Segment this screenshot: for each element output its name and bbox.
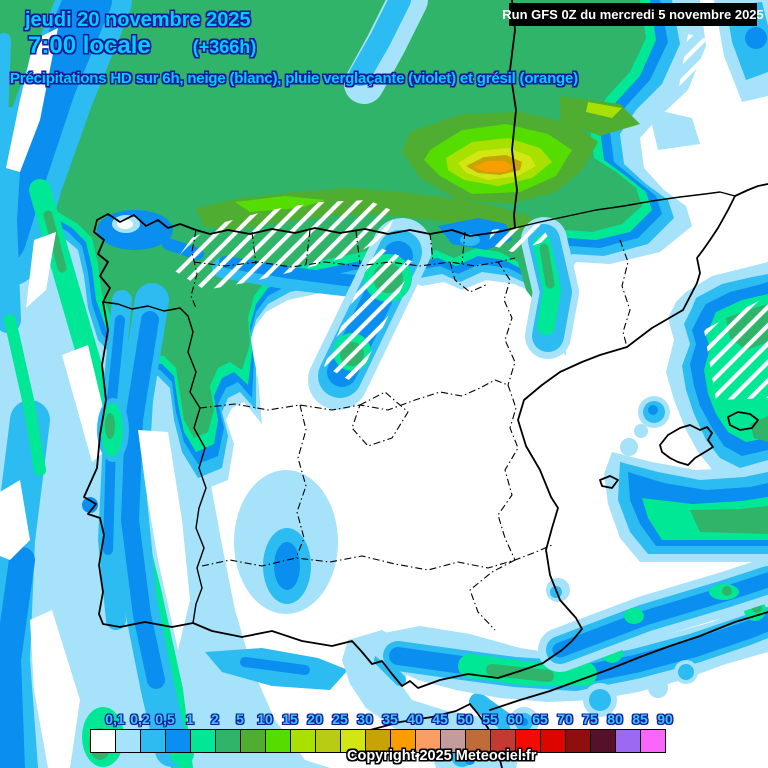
legend-cell	[441, 730, 466, 752]
legend-label: 1	[186, 711, 194, 727]
legend-scale-labels: 0,1 0,2 0,5 1 2 5 10 15 20 25 30 35 40 45 50 55 60 65 70 75…	[0, 711, 768, 727]
snow-hatch-areas	[170, 34, 768, 400]
legend-cell	[191, 730, 216, 752]
model-run-label: Run GFS 0Z du mercredi 5 novembre 2025	[502, 7, 764, 22]
legend-cell	[591, 730, 616, 752]
forecast-time: 7:00 locale (+366h)	[28, 32, 256, 60]
legend-cell	[566, 730, 591, 752]
legend-label: 10	[257, 711, 273, 727]
legend-cell	[466, 730, 491, 752]
legend-label: 80	[607, 711, 623, 727]
legend-cell	[216, 730, 241, 752]
legend-label: 60	[507, 711, 523, 727]
model-run-box: Run GFS 0Z du mercredi 5 novembre 2025	[502, 3, 764, 26]
legend-label: 40	[407, 711, 423, 727]
legend-label: 35	[382, 711, 398, 727]
legend-label: 0,1	[105, 711, 125, 727]
legend-cell	[116, 730, 141, 752]
legend-cell	[166, 730, 191, 752]
legend-label: 50	[457, 711, 473, 727]
legend-label: 0,5	[155, 711, 175, 727]
legend-label: 65	[532, 711, 548, 727]
legend-cell	[291, 730, 316, 752]
legend-cell	[91, 730, 116, 752]
legend-label: 85	[632, 711, 648, 727]
legend-label: 70	[557, 711, 573, 727]
legend-cell	[366, 730, 391, 752]
legend-label: 15	[282, 711, 298, 727]
legend-cell	[316, 730, 341, 752]
mallorca-outline	[659, 424, 714, 466]
forecast-date: jeudi 20 novembre 2025	[25, 9, 251, 31]
legend-scale	[90, 729, 666, 753]
legend-label: 75	[582, 711, 598, 727]
legend-label: 0,2	[130, 711, 150, 727]
map-subtitle: Précipitations HD sur 6h, neige (blanc),…	[10, 70, 578, 87]
legend-cell	[516, 730, 541, 752]
legend-cell	[341, 730, 366, 752]
legend-label: 30	[357, 711, 373, 727]
legend-cell	[141, 730, 166, 752]
ibiza-outline	[599, 475, 619, 489]
forecast-hour-offset: (+366h)	[192, 37, 257, 57]
legend-label: 45	[432, 711, 448, 727]
legend-label: 2	[211, 711, 219, 727]
legend-cell	[541, 730, 566, 752]
forecast-local-time: 7:00 locale	[28, 32, 151, 59]
legend-label: 90	[657, 711, 673, 727]
legend-cell	[241, 730, 266, 752]
legend-cell	[416, 730, 441, 752]
copyright-label: Copyright 2025 Meteociel.fr	[347, 748, 537, 764]
legend-cell	[266, 730, 291, 752]
legend-label: 25	[332, 711, 348, 727]
legend-label: 5	[236, 711, 244, 727]
regional-borders	[190, 229, 631, 631]
legend-label: 55	[482, 711, 498, 727]
legend-label: 20	[307, 711, 323, 727]
legend-cell	[641, 730, 665, 752]
legend-cell	[391, 730, 416, 752]
legend-cell	[491, 730, 516, 752]
menorca-outline	[727, 411, 759, 431]
legend-cell	[616, 730, 641, 752]
